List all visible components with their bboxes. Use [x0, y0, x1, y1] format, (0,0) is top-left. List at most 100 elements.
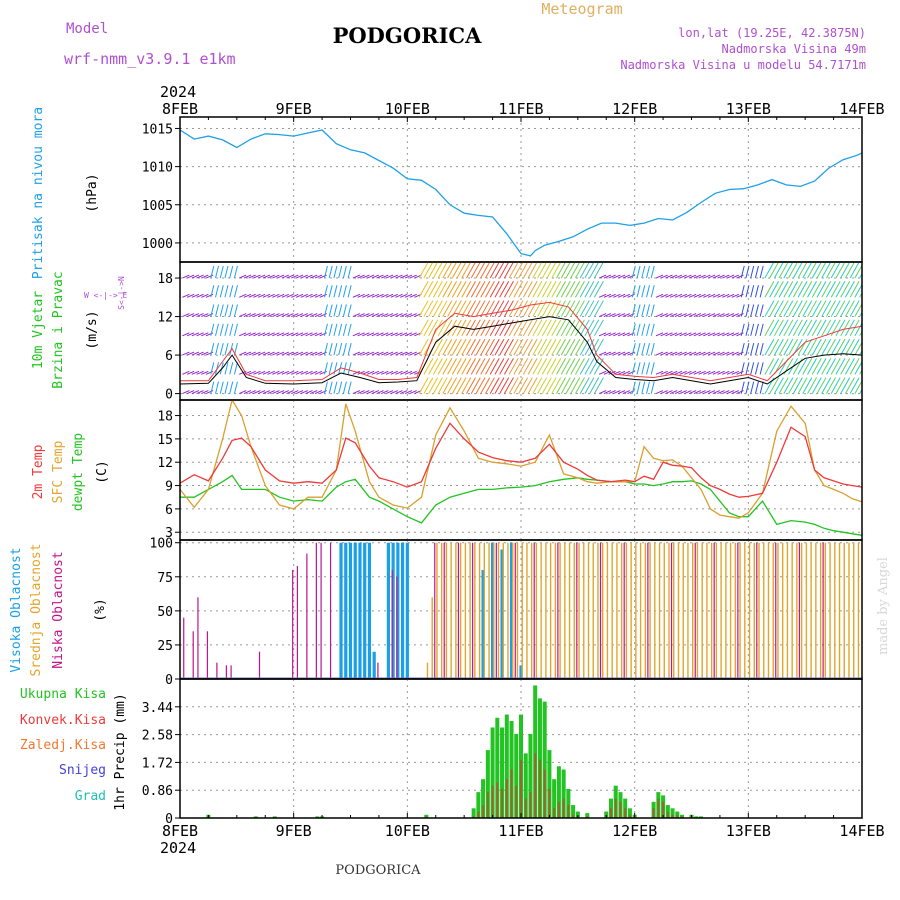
- wind-barb: [248, 332, 256, 337]
- wind-barb: [305, 293, 313, 298]
- wind-barb: [196, 313, 204, 318]
- wind-barb: [688, 390, 697, 395]
- wind-barb: [797, 377, 808, 394]
- wind-barb: [584, 319, 595, 337]
- wind-barb: [826, 281, 836, 298]
- wind-barb: [489, 262, 500, 279]
- wind-barb: [717, 274, 725, 279]
- wind-barb: [470, 377, 481, 394]
- wind-barb: [579, 262, 590, 279]
- wind-barb: [655, 332, 664, 337]
- precip-total-bar: [471, 808, 476, 818]
- wind-barb: [381, 390, 389, 395]
- wind-barb: [295, 274, 304, 279]
- wind-barb: [859, 272, 862, 279]
- wind-barb: [357, 293, 365, 298]
- wind-barb: [788, 319, 799, 337]
- wind-barb: [598, 390, 607, 395]
- wind-barb: [314, 293, 323, 298]
- wind-barb: [622, 390, 631, 395]
- wind-barb: [437, 262, 448, 279]
- wind-barb: [807, 338, 817, 356]
- wind-barb: [267, 332, 275, 337]
- wind-barb: [560, 281, 571, 298]
- wind-barb: [475, 262, 486, 279]
- wind-barb: [409, 313, 417, 318]
- precip-convective-bar: [657, 798, 660, 818]
- wind-barb: [560, 358, 571, 375]
- wind-barb: [560, 262, 571, 279]
- wind-barb: [579, 338, 590, 356]
- wind-barb: [740, 342, 745, 356]
- wind-barb: [182, 293, 190, 298]
- wind-barb: [575, 377, 585, 394]
- wind-barb: [579, 358, 590, 375]
- high-cloud-bar: [391, 542, 395, 679]
- wind-barb: [513, 377, 524, 394]
- wind-barb: [323, 381, 328, 394]
- top-date-label: 14FEB: [839, 100, 884, 118]
- wind-barb: [404, 274, 413, 279]
- wind-barb: [646, 323, 650, 336]
- wind-barb: [840, 300, 851, 317]
- wind-barb: [328, 285, 333, 298]
- wind-barb: [703, 332, 711, 337]
- wind-barb: [300, 313, 308, 318]
- precip-convective-bar: [619, 801, 622, 818]
- wind-barb: [698, 274, 706, 279]
- wind-barb: [575, 319, 585, 337]
- wind-barb: [371, 293, 380, 298]
- wind-barb: [698, 370, 706, 375]
- wind-barb: [608, 293, 616, 298]
- wind-barb: [650, 265, 655, 279]
- temp-ytick-label: 3: [165, 526, 173, 541]
- wind-barb: [788, 377, 799, 394]
- wind-barb: [485, 262, 495, 279]
- wind-barb: [210, 381, 215, 394]
- wind-barb: [262, 313, 271, 318]
- wind-barb: [603, 274, 612, 279]
- high-cloud-bar: [348, 542, 353, 679]
- wind-barb: [565, 300, 576, 317]
- bottom-date-label: 12FEB: [612, 822, 657, 840]
- precip-convective-bar: [553, 808, 556, 818]
- wind-barb: [305, 274, 313, 279]
- station-title: PODGORICA: [333, 23, 483, 48]
- precip-convective-bar: [624, 808, 627, 818]
- wind-barb: [783, 338, 794, 356]
- wind-barb: [556, 338, 566, 356]
- wind-barb: [575, 281, 585, 298]
- wind-barb: [698, 390, 706, 395]
- wind-barb: [310, 293, 318, 298]
- precip-convective-bar: [486, 792, 489, 818]
- wind-barb: [830, 338, 841, 356]
- wind-barb: [489, 281, 500, 298]
- precip-convective-bar: [482, 805, 485, 818]
- wind-barb: [826, 319, 836, 337]
- wind-barb: [347, 265, 352, 279]
- wind-barb: [698, 313, 706, 318]
- wind-speed-line: [179, 316, 863, 385]
- cloud-ytick-label: 50: [157, 605, 173, 620]
- altitude-text: Nadmorska Visina 49m: [722, 42, 867, 56]
- precip-convective-bar: [567, 805, 570, 818]
- legend-snow: Snijeg: [59, 763, 106, 778]
- wind-barb: [551, 377, 562, 394]
- wind-barb: [665, 351, 673, 356]
- wind-barb: [215, 323, 220, 336]
- wind-barb: [291, 390, 299, 395]
- wind-barb: [437, 281, 448, 298]
- wind-barb: [357, 390, 365, 395]
- wind-barb: [759, 323, 764, 336]
- precip-convective-bar: [662, 801, 665, 818]
- wind-barb: [362, 313, 370, 318]
- wind-barb: [788, 262, 799, 279]
- wind-barb: [764, 300, 775, 317]
- high-cloud-bar: [339, 542, 343, 679]
- wind-barb: [660, 390, 668, 395]
- high-cloud-bar: [400, 542, 405, 679]
- high-cloud-bar: [481, 569, 485, 679]
- wind-barb: [503, 338, 514, 356]
- wind-barb: [844, 300, 855, 317]
- wind-barb: [456, 338, 467, 356]
